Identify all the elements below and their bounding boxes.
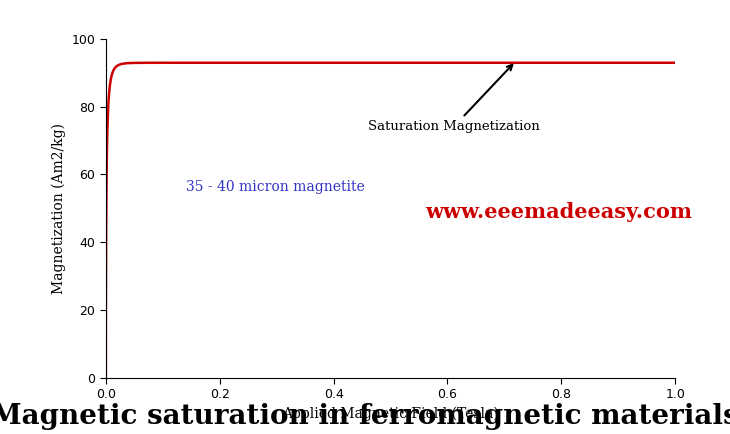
Text: Magnetic saturation in ferromagnetic materials: Magnetic saturation in ferromagnetic mat… [0, 403, 730, 430]
Text: www.eeemadeeasy.com: www.eeemadeeasy.com [425, 203, 692, 223]
X-axis label: Applied Magnetic Field (Tesla): Applied Magnetic Field (Tesla) [283, 407, 499, 421]
Y-axis label: Magnetization (Am2/kg): Magnetization (Am2/kg) [52, 123, 66, 294]
Text: Saturation Magnetization: Saturation Magnetization [368, 65, 539, 133]
Text: 35 - 40 micron magnetite: 35 - 40 micron magnetite [185, 181, 364, 194]
